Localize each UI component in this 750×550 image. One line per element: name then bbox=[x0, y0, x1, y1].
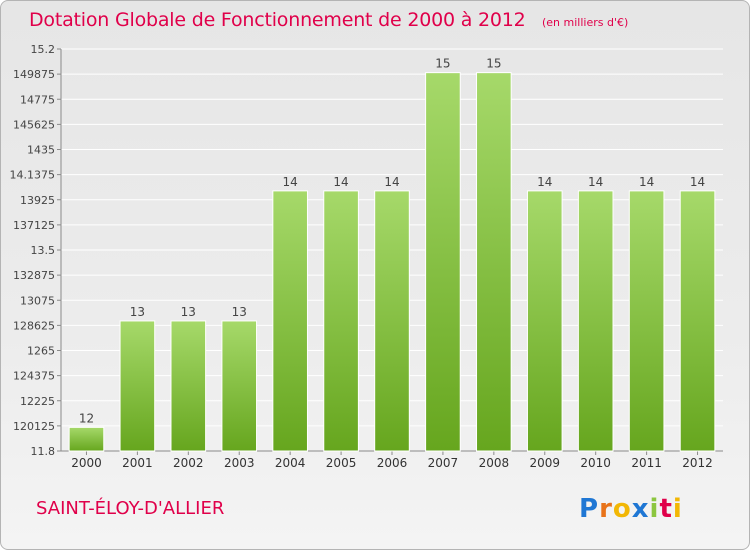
data-label: 15 bbox=[435, 57, 450, 71]
y-tick-label: 12225 bbox=[20, 395, 55, 408]
x-tick-label: 2007 bbox=[428, 456, 459, 470]
bar bbox=[119, 320, 156, 452]
data-label: 12 bbox=[79, 411, 94, 425]
x-tick-label: 2004 bbox=[275, 456, 306, 470]
data-label: 14 bbox=[639, 175, 654, 189]
data-label: 14 bbox=[537, 175, 552, 189]
x-tick-label: 2010 bbox=[580, 456, 611, 470]
y-tick-label: 14.1375 bbox=[10, 169, 56, 182]
bar bbox=[577, 190, 614, 452]
y-tick-label: 13925 bbox=[20, 194, 55, 207]
x-tick-labels: 2000 2001 2002 2003 2004 2005 2006 2007 2008 2009… bbox=[71, 456, 713, 470]
x-tick-label: 2001 bbox=[122, 456, 153, 470]
x-tick-label: 2006 bbox=[377, 456, 408, 470]
y-tick-label: 15.2 bbox=[31, 43, 56, 56]
svg-text:Proxiti: Proxiti bbox=[579, 494, 683, 523]
y-tick-label: 128625 bbox=[13, 319, 55, 332]
y-tick-label: 124375 bbox=[13, 370, 55, 383]
data-label: 15 bbox=[486, 57, 501, 71]
data-label: 14 bbox=[283, 175, 298, 189]
y-tick-label: 149875 bbox=[13, 68, 55, 81]
data-labels: 12 13 13 13 14 14 14 15 15 14 14 14 14 bbox=[79, 57, 705, 426]
y-tick-label: 137125 bbox=[13, 219, 55, 232]
bar bbox=[476, 72, 512, 452]
bar bbox=[221, 320, 258, 452]
y-tick-label: 11.8 bbox=[31, 445, 56, 458]
x-tick-label: 2002 bbox=[173, 456, 204, 470]
y-tick-labels: 11.8 120125 12225 124375 1265 128625 13075 1328… bbox=[10, 43, 56, 458]
bar bbox=[170, 320, 207, 452]
y-tick-label: 14775 bbox=[20, 93, 55, 106]
y-tick-label: 1265 bbox=[27, 345, 55, 358]
x-tick-label: 2008 bbox=[479, 456, 510, 470]
data-label: 14 bbox=[333, 175, 348, 189]
bars bbox=[68, 72, 716, 452]
proxiti-logo[interactable]: Proxiti bbox=[579, 491, 709, 523]
y-tick-label: 1435 bbox=[27, 144, 55, 157]
bar bbox=[323, 190, 359, 452]
x-tick-label: 2000 bbox=[71, 456, 102, 470]
data-label: 13 bbox=[130, 305, 145, 319]
bar bbox=[628, 190, 665, 452]
bar bbox=[679, 190, 716, 452]
data-label: 14 bbox=[690, 175, 705, 189]
bar bbox=[68, 426, 105, 452]
data-label: 14 bbox=[384, 175, 399, 189]
chart-title: Dotation Globale de Fonctionnement de 20… bbox=[29, 9, 526, 31]
bar bbox=[272, 190, 308, 452]
y-tick-label: 120125 bbox=[13, 420, 55, 433]
x-tick-label: 2003 bbox=[224, 456, 255, 470]
bar bbox=[526, 190, 563, 452]
x-tick-label: 2005 bbox=[326, 456, 357, 470]
x-tick-label: 2009 bbox=[529, 456, 560, 470]
chart-unit: (en milliers d'€) bbox=[542, 16, 629, 29]
data-label: 13 bbox=[232, 305, 247, 319]
x-tick-label: 2011 bbox=[631, 456, 662, 470]
y-tick-label: 13.5 bbox=[31, 244, 56, 257]
bar bbox=[374, 190, 410, 452]
data-label: 14 bbox=[588, 175, 603, 189]
y-tick-label: 145625 bbox=[13, 118, 55, 131]
y-tick-label: 13075 bbox=[20, 294, 55, 307]
y-tick-label: 132875 bbox=[13, 269, 55, 282]
x-tick-label: 2012 bbox=[682, 456, 713, 470]
commune-name: SAINT-ÉLOY-D'ALLIER bbox=[36, 498, 225, 519]
data-label: 13 bbox=[181, 305, 196, 319]
bar bbox=[425, 72, 461, 452]
